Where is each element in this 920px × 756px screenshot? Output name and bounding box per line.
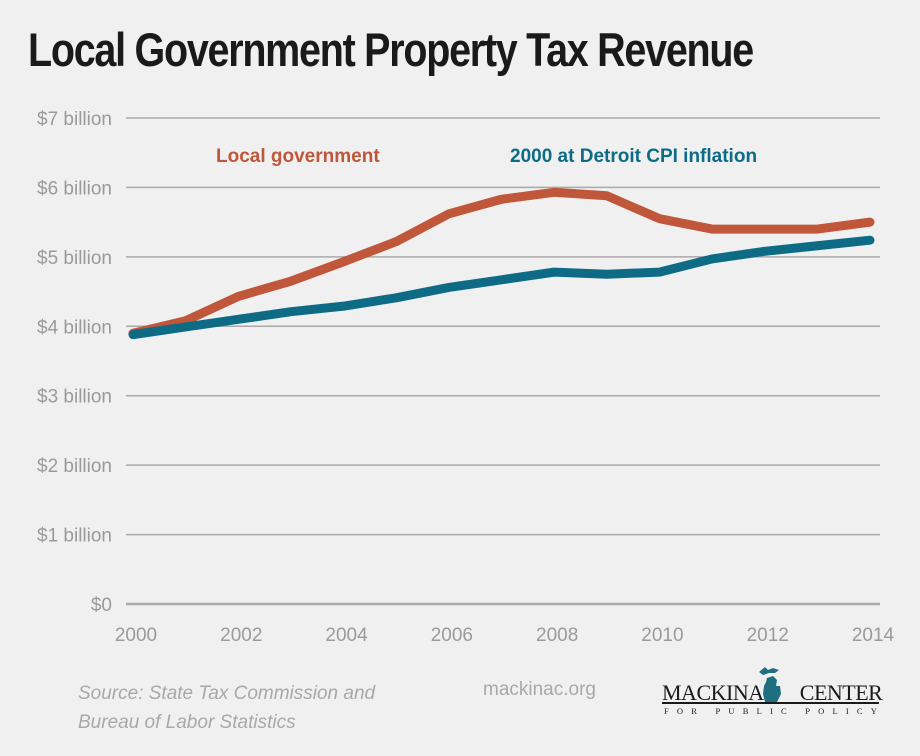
x-tick-label: 2002 <box>220 625 262 646</box>
mackinac-center-logo: MACKINAC CENTER FOR PUBLIC POLICY <box>662 664 886 716</box>
y-tick-label: $2 billion <box>37 456 112 477</box>
source-note: Source: State Tax Commission and Bureau … <box>78 679 375 737</box>
x-tick-label: 2006 <box>431 625 473 646</box>
logo-rule <box>662 702 879 704</box>
x-axis-ticks: 2000 2002 2004 2006 2008 2010 2012 2014 <box>115 625 895 646</box>
x-tick-label: 2008 <box>536 625 578 646</box>
logo-word-left: MACKINAC <box>662 680 778 705</box>
grid-lines <box>126 117 880 606</box>
y-axis-ticks: $0 $1 billion $2 billion $3 billion $4 billi… <box>37 109 112 616</box>
source-line-1: Source: State Tax Commission and <box>78 683 376 704</box>
y-tick-label: $7 billion <box>37 109 112 130</box>
x-tick-label: 2014 <box>852 625 895 646</box>
legend-cpi-inflation: 2000 at Detroit CPI inflation <box>510 146 757 167</box>
y-tick-label: $3 billion <box>37 387 112 408</box>
logo-wordmark: MACKINAC CENTER <box>662 680 883 706</box>
x-tick-label: 2012 <box>747 625 789 646</box>
y-tick-label: $4 billion <box>37 317 112 338</box>
chart-title: Local Government Property Tax Revenue <box>28 23 754 76</box>
line-chart: $0 $1 billion $2 billion $3 billion $4 billi… <box>37 109 895 646</box>
y-tick-label: $6 billion <box>37 178 112 199</box>
y-tick-label: $1 billion <box>37 526 112 547</box>
series-lines <box>128 187 875 340</box>
y-tick-label: $5 billion <box>37 248 112 269</box>
series-line-cpi-inflation <box>128 235 875 340</box>
x-tick-label: 2000 <box>115 625 157 646</box>
source-line-2: Bureau of Labor Statistics <box>78 712 296 733</box>
michigan-map-icon <box>759 667 781 702</box>
legend-local-government: Local government <box>216 146 380 167</box>
logo-subtitle: FOR PUBLIC POLICY <box>664 706 886 716</box>
logo-word-right: CENTER <box>799 680 883 705</box>
y-tick-label: $0 <box>91 595 112 616</box>
x-tick-label: 2004 <box>325 625 368 646</box>
series-line-local-government <box>128 187 875 338</box>
x-tick-label: 2010 <box>641 625 683 646</box>
website-link[interactable]: mackinac.org <box>483 679 596 700</box>
